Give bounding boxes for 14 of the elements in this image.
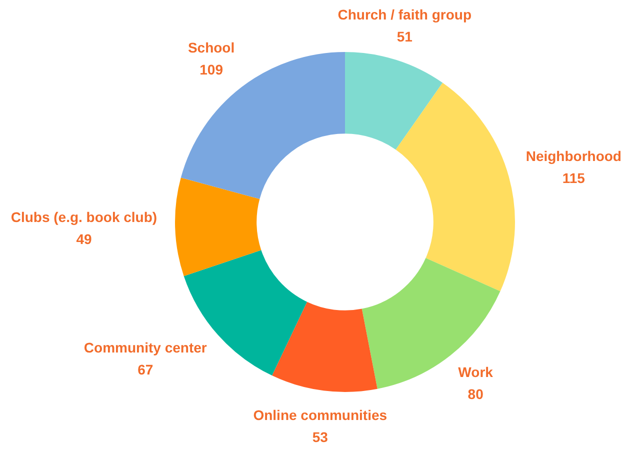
slice-label: Community center: [84, 340, 208, 356]
slice-label: Neighborhood: [526, 148, 622, 164]
slice-label: Clubs (e.g. book club): [10, 209, 158, 226]
slice-label: Church / faith group: [338, 6, 472, 22]
data-label: 109: [200, 61, 224, 78]
slice-label: Work: [458, 364, 494, 380]
data-label: 67: [138, 362, 154, 378]
slice-label: School: [188, 39, 235, 56]
data-label: 53: [312, 429, 328, 446]
data-label: 80: [468, 386, 484, 402]
data-label: 51: [396, 28, 413, 44]
slice-label: Online communities: [253, 407, 388, 424]
data-label: 115: [562, 170, 586, 186]
data-label: 49: [76, 231, 92, 248]
